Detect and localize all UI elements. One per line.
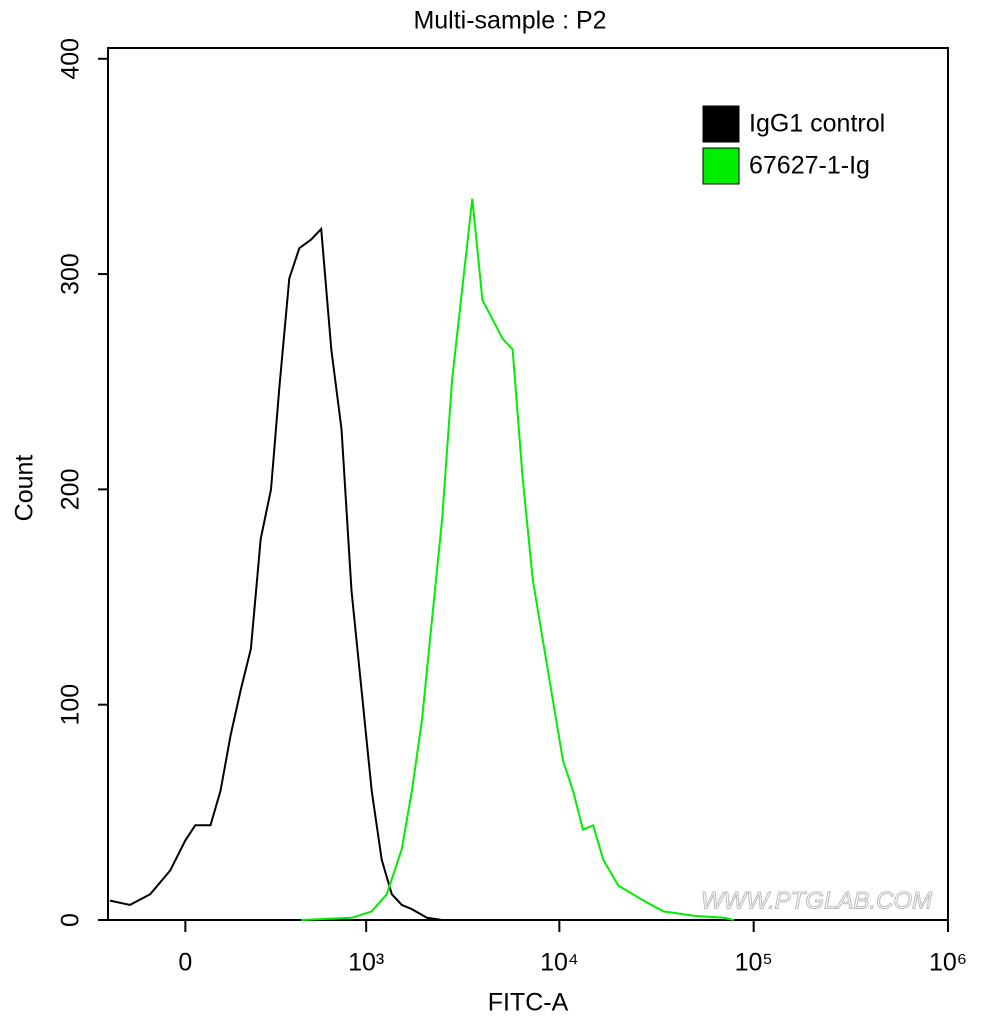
- y-tick-label: 0: [57, 913, 85, 927]
- x-tick-label: 10³: [348, 949, 384, 977]
- x-tick-label: 10⁶: [929, 949, 967, 977]
- legend-swatch: [702, 105, 740, 143]
- watermark: WWW.PTGLAB.COM: [701, 887, 932, 914]
- legend-label: IgG1 control: [749, 110, 885, 138]
- y-tick-label: 200: [57, 469, 85, 511]
- histogram-line: [301, 198, 735, 921]
- legend-swatch: [702, 147, 740, 185]
- chart-title: Multi-sample : P2: [413, 7, 606, 35]
- x-axis-label: FITC-A: [488, 989, 569, 1017]
- x-tick-label: 0: [178, 949, 192, 977]
- y-axis-label: Count: [11, 455, 39, 522]
- y-tick-label: 400: [57, 38, 85, 80]
- y-tick-label: 300: [57, 253, 85, 295]
- histogram-line: [109, 226, 443, 921]
- legend-label: 67627-1-Ig: [749, 152, 870, 180]
- x-tick-label: 10⁴: [540, 949, 579, 977]
- y-tick-label: 100: [57, 684, 85, 726]
- plot-frame: [107, 47, 949, 921]
- x-tick-label: 10⁵: [735, 949, 773, 977]
